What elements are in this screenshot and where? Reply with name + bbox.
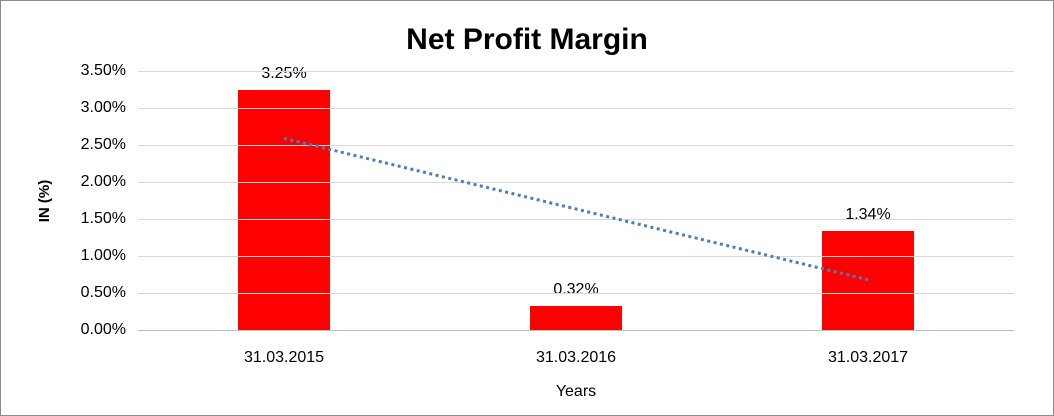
gridline [138, 293, 1014, 294]
x-axis-title: Years [555, 383, 597, 400]
y-axis-title: IN (%) [36, 179, 53, 223]
bar [822, 231, 914, 330]
bar [238, 90, 330, 331]
x-category-label: 31.03.2015 [243, 349, 325, 366]
bar [530, 306, 622, 330]
gridline [138, 145, 1014, 146]
gridline [138, 71, 1014, 72]
y-tick-label: 1.00% [80, 247, 126, 264]
chart-title: Net Profit Margin [406, 23, 648, 56]
y-tick-label: 2.00% [80, 173, 126, 190]
y-tick-label: 0.00% [80, 321, 126, 338]
y-tick-label: 3.00% [80, 99, 126, 116]
y-tick-label: 3.50% [80, 62, 126, 79]
y-tick-label: 0.50% [80, 284, 126, 301]
bar-data-label: 1.34% [842, 205, 894, 225]
bar-data-label: 3.25% [258, 64, 310, 84]
gridline [138, 108, 1014, 109]
bar-data-label: 0.32% [550, 280, 602, 300]
x-category-label: 31.03.2017 [827, 349, 909, 366]
gridline [138, 182, 1014, 183]
x-axis-line [138, 330, 1014, 331]
gridline [138, 256, 1014, 257]
gridline [138, 219, 1014, 220]
y-tick-label: 2.50% [80, 136, 126, 153]
y-tick-label: 1.50% [80, 210, 126, 227]
x-category-label: 31.03.2016 [535, 349, 617, 366]
